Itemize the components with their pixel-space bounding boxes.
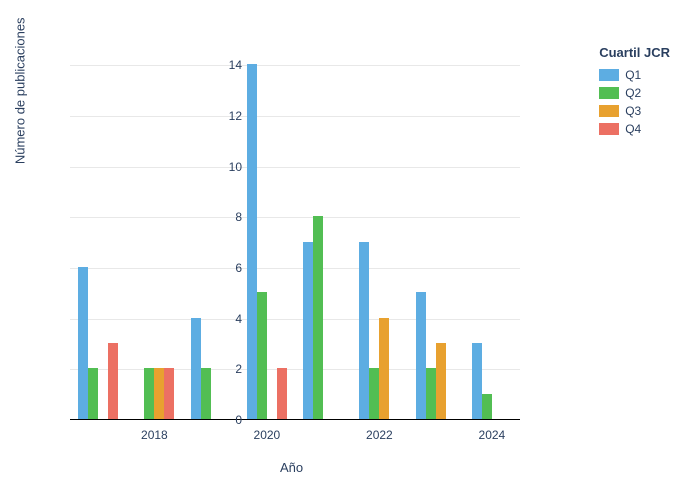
legend-swatch [599,105,619,117]
legend-item[interactable]: Q2 [599,86,670,100]
gridline [70,319,520,320]
bar[interactable] [379,318,389,419]
legend-label: Q4 [625,122,641,136]
bar[interactable] [303,242,313,419]
xtick-label: 2020 [254,428,281,442]
gridline [70,65,520,66]
bar[interactable] [359,242,369,419]
ytick-label: 0 [235,413,242,427]
ytick-label: 10 [229,160,242,174]
chart-container [70,40,520,420]
bar[interactable] [108,343,118,419]
bar[interactable] [313,216,323,419]
legend-swatch [599,123,619,135]
gridline [70,167,520,168]
bar[interactable] [472,343,482,419]
ytick-label: 4 [235,312,242,326]
legend-swatch [599,69,619,81]
legend-item[interactable]: Q1 [599,68,670,82]
bar[interactable] [154,368,164,419]
bar[interactable] [416,292,426,419]
xaxis-title: Año [280,460,303,475]
bar[interactable] [482,394,492,419]
bar[interactable] [436,343,446,419]
legend: Cuartil JCR Q1 Q2 Q3 Q4 [599,45,670,140]
bar[interactable] [247,64,257,419]
bar[interactable] [201,368,211,419]
ytick-label: 2 [235,362,242,376]
yaxis-title: Número de publicaciones [13,17,28,164]
ytick-label: 14 [229,58,242,72]
gridline [70,369,520,370]
xtick-label: 2022 [366,428,393,442]
bar[interactable] [369,368,379,419]
bar[interactable] [144,368,154,419]
legend-swatch [599,87,619,99]
legend-title: Cuartil JCR [599,45,670,60]
legend-label: Q2 [625,86,641,100]
xtick-label: 2018 [141,428,168,442]
legend-label: Q3 [625,104,641,118]
xtick-label: 2024 [479,428,506,442]
bar[interactable] [191,318,201,419]
gridline [70,217,520,218]
bar[interactable] [277,368,287,419]
gridline [70,268,520,269]
bar[interactable] [88,368,98,419]
ytick-label: 8 [235,210,242,224]
bar[interactable] [164,368,174,419]
legend-item[interactable]: Q4 [599,122,670,136]
gridline [70,116,520,117]
legend-label: Q1 [625,68,641,82]
bar[interactable] [257,292,267,419]
ytick-label: 12 [229,109,242,123]
bar[interactable] [426,368,436,419]
legend-item[interactable]: Q3 [599,104,670,118]
plot-area [70,40,520,420]
bar[interactable] [78,267,88,419]
ytick-label: 6 [235,261,242,275]
